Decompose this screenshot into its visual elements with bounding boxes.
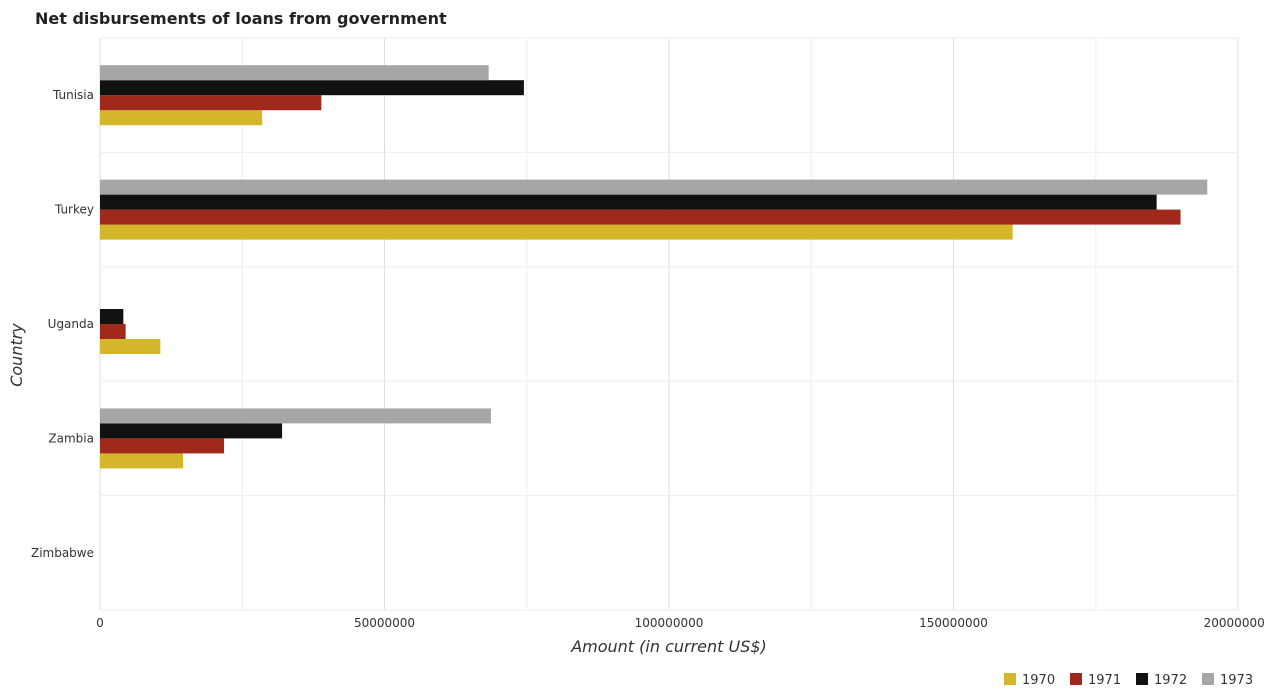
legend-label: 1972: [1154, 673, 1187, 688]
bar-1973-turkey: [100, 179, 1208, 195]
grid: [99, 37, 1239, 611]
x-axis-label: Amount (in current US$): [570, 637, 767, 656]
y-axis-label: Country: [7, 323, 26, 387]
y-axis-ticks: Tunisia Turkey Uganda Zambia Zimbabwe: [31, 88, 94, 560]
legend-label: 1973: [1220, 673, 1253, 688]
y-tick-label: Zambia: [48, 431, 94, 445]
y-tick-label: Tunisia: [52, 88, 94, 102]
bar-1971-turkey: [100, 209, 1181, 225]
legend-swatch: [1070, 673, 1082, 685]
legend: 1970 1971 1972 1973: [1004, 673, 1253, 688]
bar-1972-zambia: [100, 423, 283, 439]
bar-1973-tunisia: [100, 65, 489, 81]
legend-label: 1970: [1022, 673, 1055, 688]
x-tick-label: 0: [96, 616, 104, 630]
bar-1971-zambia: [100, 438, 225, 454]
x-tick-label: 200000000: [1204, 616, 1264, 630]
x-axis-ticks: 0 50000000 100000000 150000000 200000000: [96, 616, 1264, 630]
legend-swatch: [1202, 673, 1214, 685]
bar-1971-uganda: [100, 324, 126, 339]
legend-swatch: [1136, 673, 1148, 685]
y-tick-label: Uganda: [48, 317, 94, 331]
bar-1970-turkey: [100, 224, 1013, 240]
bar-1973-zambia: [100, 408, 491, 424]
legend-swatch: [1004, 673, 1016, 685]
bar-1970-uganda: [100, 339, 161, 354]
x-tick-label: 150000000: [919, 616, 988, 630]
y-tick-label: Zimbabwe: [31, 546, 94, 560]
bar-1972-uganda: [100, 309, 124, 324]
legend-label: 1971: [1088, 673, 1121, 688]
x-tick-label: 50000000: [354, 616, 415, 630]
bar-1970-tunisia: [100, 110, 263, 126]
bars: [100, 65, 1208, 469]
x-tick-label: 100000000: [635, 616, 704, 630]
bar-1972-turkey: [100, 194, 1157, 210]
bar-1971-tunisia: [100, 95, 322, 111]
bar-1970-zambia: [100, 453, 184, 469]
chart-title: Net disbursements of loans from governme…: [35, 9, 447, 28]
bar-1972-tunisia: [100, 80, 524, 96]
y-tick-label: Turkey: [54, 203, 94, 217]
